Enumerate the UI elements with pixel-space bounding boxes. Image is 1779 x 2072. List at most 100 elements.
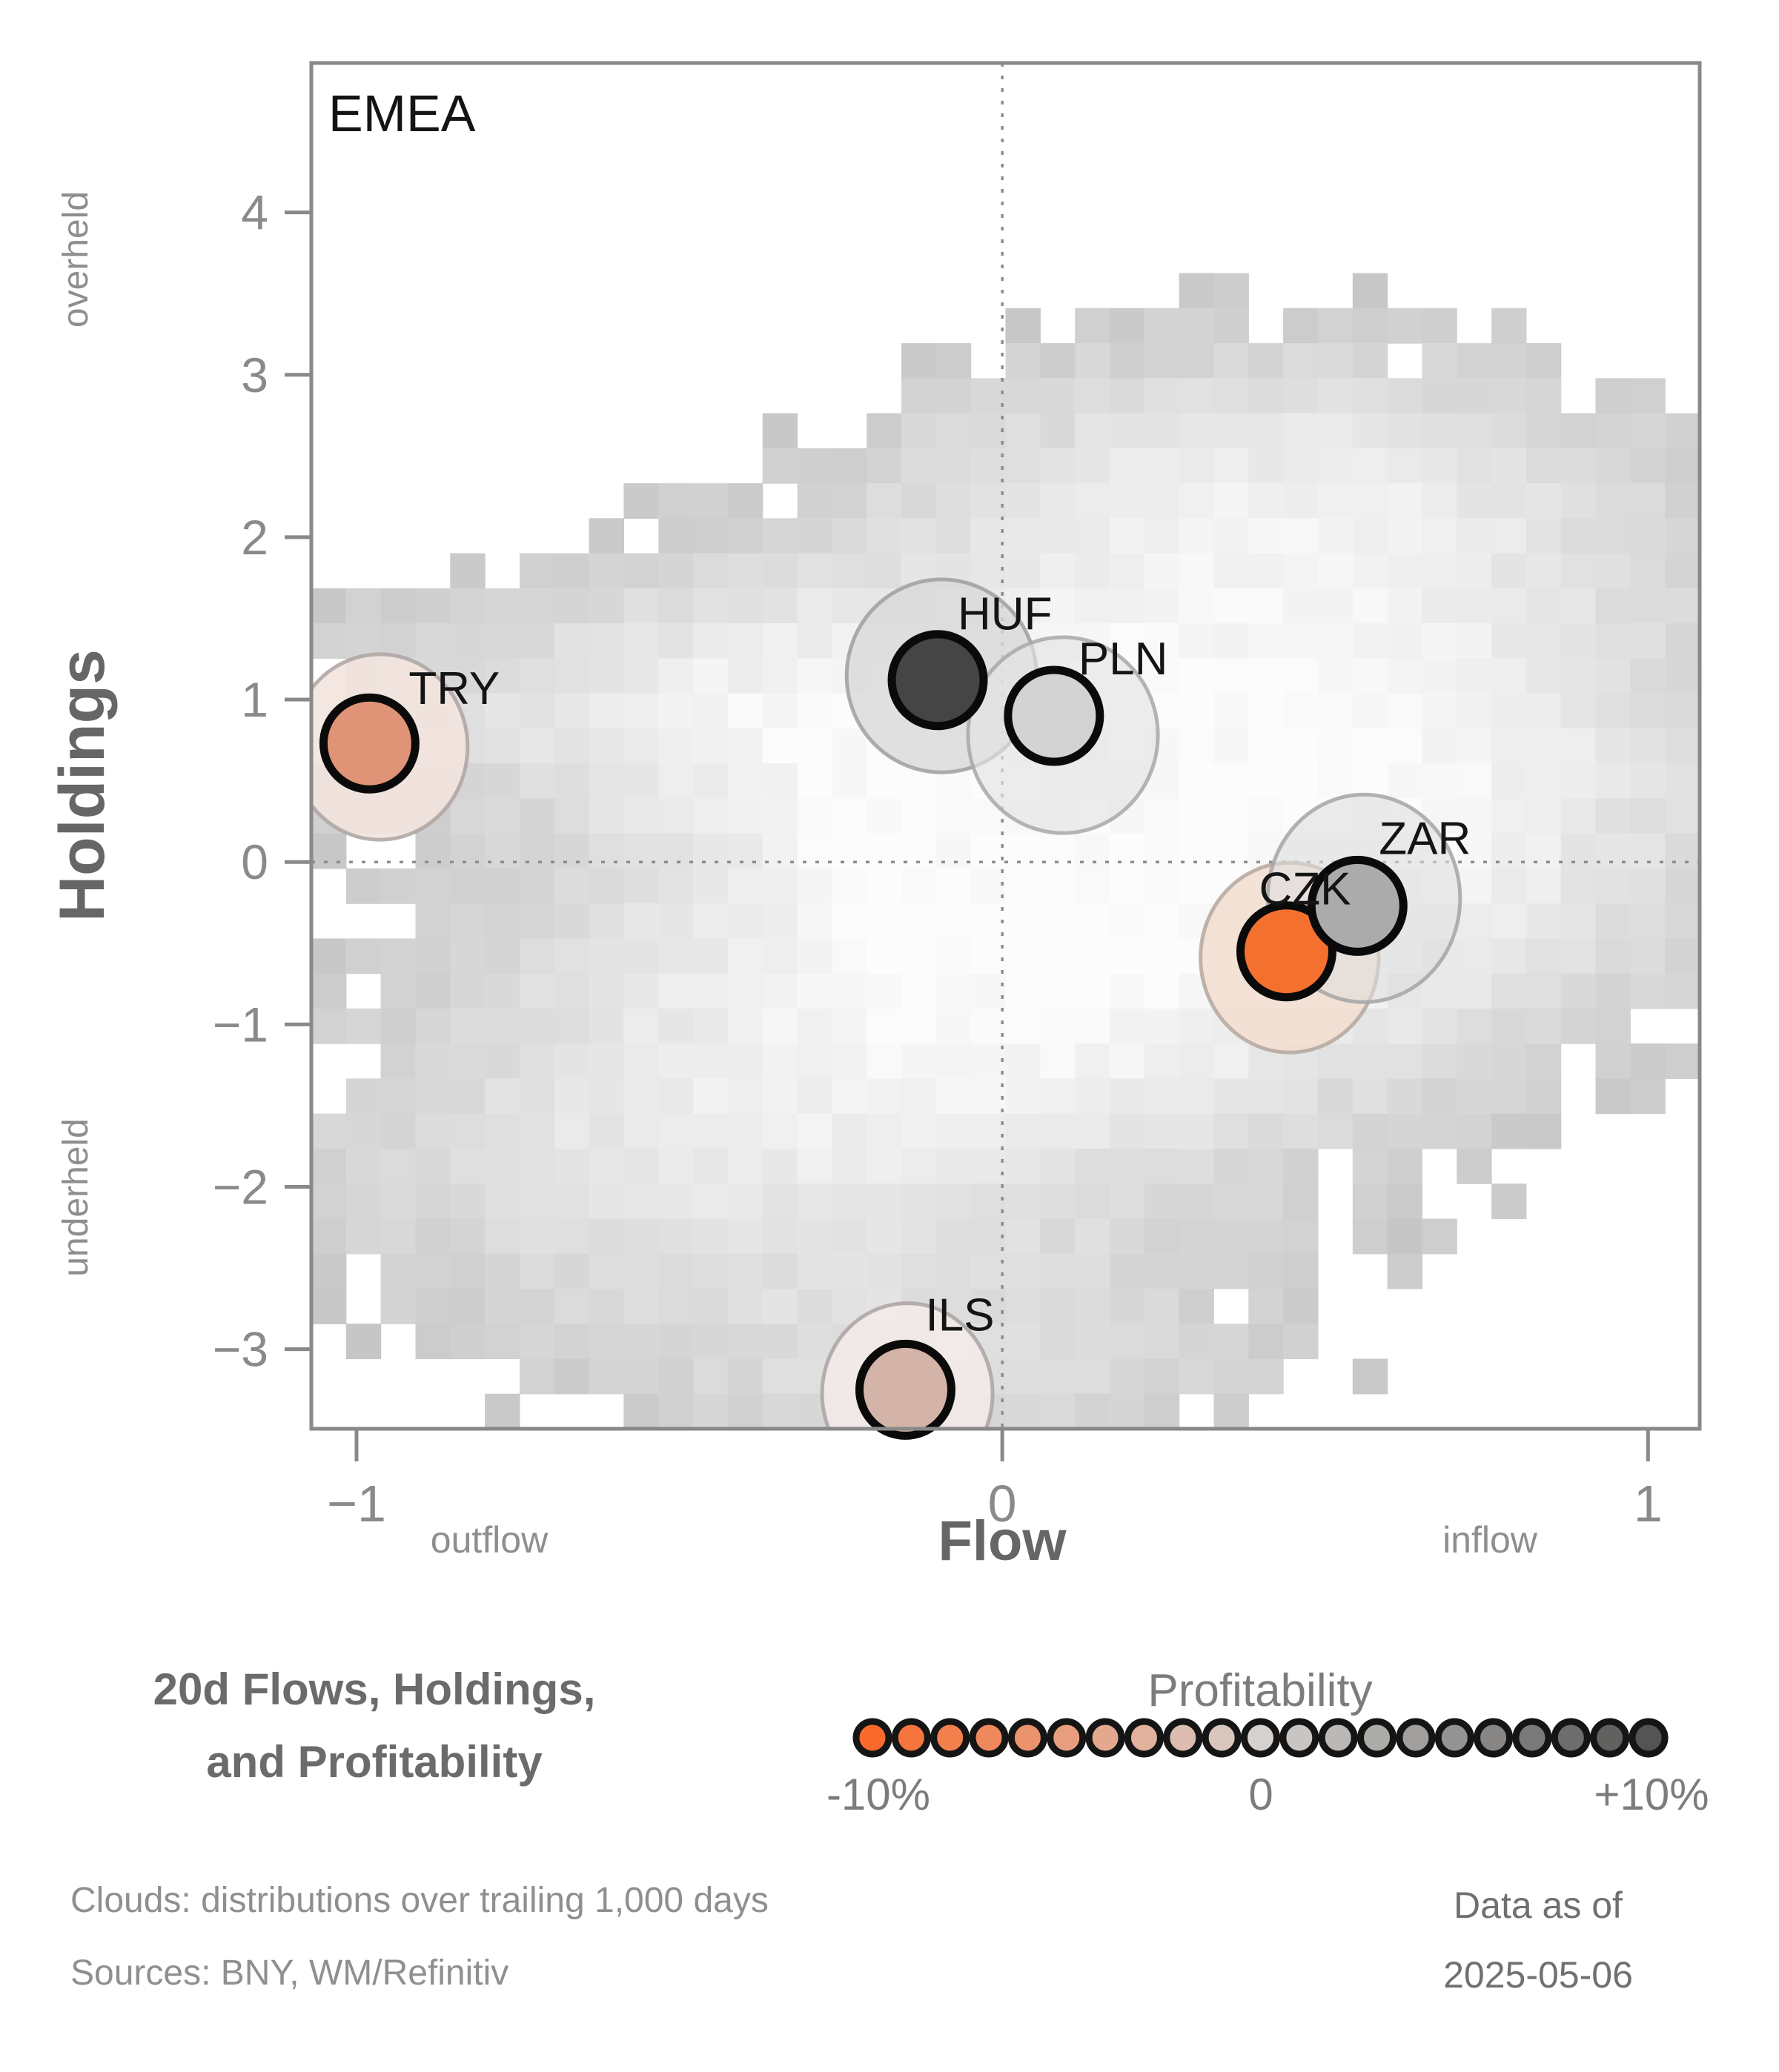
heatmap-cell bbox=[727, 938, 763, 974]
heatmap-cell bbox=[1560, 833, 1597, 869]
bubble-CZK bbox=[1236, 901, 1336, 1002]
heatmap-cell bbox=[1457, 1078, 1492, 1115]
heatmap-cell bbox=[727, 553, 763, 589]
heatmap-cell bbox=[970, 1289, 1007, 1324]
heatmap-cell bbox=[762, 1078, 798, 1115]
heatmap-cell bbox=[1144, 1008, 1180, 1044]
heatmap-cell bbox=[1630, 413, 1666, 449]
heatmap-cell bbox=[1352, 623, 1388, 659]
heatmap-cell bbox=[693, 728, 729, 764]
heatmap-cell bbox=[1665, 798, 1700, 834]
heatmap-cell bbox=[1110, 833, 1145, 869]
heatmap-cell bbox=[797, 553, 832, 589]
heatmap-cell bbox=[727, 1008, 763, 1044]
heatmap-cell bbox=[1352, 1218, 1388, 1255]
heatmap-cell bbox=[1283, 1078, 1319, 1115]
heatmap-cell bbox=[762, 1218, 798, 1255]
heatmap-cell bbox=[1110, 1078, 1145, 1115]
heatmap-cell bbox=[797, 1008, 832, 1044]
heatmap-cell bbox=[1075, 1148, 1110, 1184]
heatmap-cell bbox=[311, 1289, 347, 1324]
heatmap-cell bbox=[520, 1148, 555, 1184]
heatmap-cell bbox=[1352, 483, 1388, 519]
heatmap-cell bbox=[623, 833, 659, 869]
heatmap-cell bbox=[1005, 1253, 1041, 1289]
heatmap-cell bbox=[1525, 1008, 1562, 1044]
heatmap-cell bbox=[1179, 1289, 1214, 1324]
heatmap-cell bbox=[589, 833, 624, 869]
heatmap-cell bbox=[867, 763, 902, 799]
heatmap-cell bbox=[693, 1183, 729, 1220]
heatmap-cell bbox=[1179, 1008, 1214, 1044]
heatmap-cell bbox=[589, 693, 624, 729]
heatmap-cell bbox=[1595, 1043, 1631, 1080]
heatmap-cell bbox=[1005, 378, 1041, 414]
heatmap-cell bbox=[658, 1218, 694, 1255]
heatmap-cell bbox=[1422, 1113, 1457, 1149]
heatmap-cell bbox=[1665, 483, 1700, 519]
heatmap-cell bbox=[1144, 798, 1180, 834]
heatmap-cell bbox=[762, 938, 798, 974]
heatmap-cell bbox=[1075, 1358, 1110, 1395]
heatmap-cell bbox=[727, 1393, 763, 1429]
heatmap-cell bbox=[1560, 483, 1597, 519]
heatmap-cell bbox=[1213, 763, 1249, 799]
heatmap-cell bbox=[693, 1324, 729, 1360]
heatmap-cell bbox=[1525, 623, 1562, 659]
heatmap-cell bbox=[762, 1358, 798, 1395]
heatmap-cell bbox=[485, 1113, 520, 1149]
heatmap-cell bbox=[1491, 378, 1527, 414]
heatmap-cell bbox=[1075, 1078, 1110, 1115]
heatmap-cell bbox=[901, 1183, 937, 1220]
heatmap-cell bbox=[1525, 553, 1562, 589]
heatmap-cell bbox=[1283, 413, 1319, 449]
heatmap-cell bbox=[1005, 1289, 1041, 1324]
heatmap-cell bbox=[554, 938, 590, 974]
heatmap-cell bbox=[623, 1148, 659, 1184]
heatmap-cell bbox=[1110, 1218, 1145, 1255]
heatmap-cell bbox=[485, 1253, 520, 1289]
heatmap-cell bbox=[658, 588, 694, 624]
heatmap-cell bbox=[1630, 728, 1666, 764]
heatmap-cell bbox=[1665, 833, 1700, 869]
heatmap-cell bbox=[901, 973, 937, 1009]
legend-color-step bbox=[1590, 1718, 1630, 1758]
heatmap-cell bbox=[345, 1113, 382, 1149]
heatmap-cell bbox=[589, 623, 624, 659]
heatmap-cell bbox=[311, 1008, 347, 1044]
heatmap-cell bbox=[1457, 868, 1492, 904]
y-tick-label: 2 bbox=[241, 510, 268, 565]
y-axis-bottom-annotation: underheld bbox=[56, 1118, 96, 1277]
heatmap-cell bbox=[1317, 483, 1354, 519]
heatmap-cell bbox=[485, 1324, 520, 1360]
heatmap-cell bbox=[450, 1183, 486, 1220]
heatmap-cell bbox=[520, 1358, 555, 1395]
x-axis-right-annotation: inflow bbox=[1442, 1519, 1538, 1561]
point-label-TRY: TRY bbox=[408, 663, 500, 714]
heatmap-cell bbox=[1283, 623, 1319, 659]
heatmap-cell bbox=[520, 973, 555, 1009]
heatmap-cell bbox=[832, 1043, 867, 1080]
heatmap-cell bbox=[1422, 1218, 1457, 1255]
heatmap-cell bbox=[1457, 938, 1492, 974]
heatmap-cell bbox=[658, 553, 694, 589]
heatmap-cell bbox=[1491, 868, 1527, 904]
heatmap-cell bbox=[1005, 868, 1041, 904]
heatmap-cell bbox=[450, 623, 486, 659]
heatmap-cell bbox=[485, 833, 520, 869]
currency-labels: TRY HUF PLN CZK ZAR ILS bbox=[408, 589, 1471, 1341]
region-label: EMEA bbox=[328, 84, 476, 142]
heatmap-cell bbox=[1040, 343, 1076, 379]
heatmap-cell bbox=[1213, 553, 1249, 589]
heatmap-cell bbox=[1144, 1078, 1180, 1115]
heatmap-cell bbox=[693, 973, 729, 1009]
heatmap-cell bbox=[623, 868, 659, 904]
bubble-ILS bbox=[855, 1339, 955, 1440]
heatmap-cell bbox=[1595, 868, 1631, 904]
heatmap-cell bbox=[727, 868, 763, 904]
heatmap-cell bbox=[1110, 973, 1145, 1009]
heatmap-cell bbox=[554, 868, 590, 904]
heatmap-cell bbox=[727, 728, 763, 764]
heatmap-cell bbox=[1387, 483, 1422, 519]
heatmap-cell bbox=[727, 693, 763, 729]
